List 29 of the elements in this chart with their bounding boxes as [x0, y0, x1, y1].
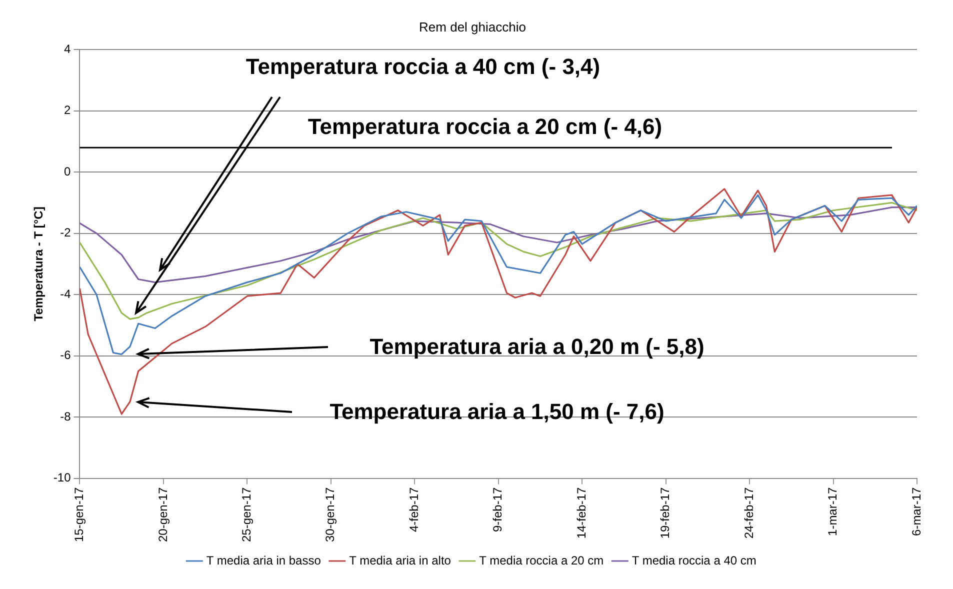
y-tick-label: 2: [64, 103, 72, 118]
y-tick-label: -2: [60, 226, 72, 240]
x-tick-label: 1-mar-17: [826, 486, 840, 536]
x-tick-label: 15-gen-17: [72, 486, 86, 542]
legend-label: T media aria in alto: [349, 553, 452, 568]
y-tick-label: -10: [53, 470, 72, 485]
x-tick-label: 19-feb-17: [658, 486, 672, 539]
y-tick-label: -4: [60, 286, 72, 301]
x-tick-label: 9-feb-17: [490, 486, 505, 532]
y-tick-label: -8: [60, 409, 72, 424]
chart-title: Rem del ghiacchio: [419, 19, 526, 34]
x-tick-label: 24-feb-17: [742, 486, 756, 539]
legend-label: T media roccia a 40 cm: [632, 553, 756, 568]
y-tick-label: 0: [64, 164, 72, 178]
annotation: Temperatura roccia a 40 cm (- 3,4): [246, 54, 600, 80]
x-tick-label: 20-gen-17: [156, 486, 170, 542]
legend-label: T media roccia a 20 cm: [479, 553, 604, 568]
x-tick-label: 30-gen-17: [323, 486, 338, 542]
annotation: Temperatura aria a 1,50 m (- 7,6): [330, 399, 664, 424]
legend-label: T media aria in basso: [206, 553, 322, 568]
x-tick-label: 14-feb-17: [574, 486, 588, 539]
x-tick-label: 6-mar-17: [909, 486, 924, 536]
y-tick-label: -6: [60, 348, 72, 362]
y-tick-label: 4: [64, 42, 72, 56]
x-tick-label: 25-gen-17: [240, 486, 254, 542]
annotation: Temperatura aria a 0,20 m (- 5,8): [370, 334, 704, 360]
x-tick-label: 4-feb-17: [406, 486, 421, 532]
annotation: Temperatura roccia a 20 cm (- 4,6): [308, 114, 662, 140]
y-axis-title: Temperatura - T [°C]: [32, 206, 46, 322]
